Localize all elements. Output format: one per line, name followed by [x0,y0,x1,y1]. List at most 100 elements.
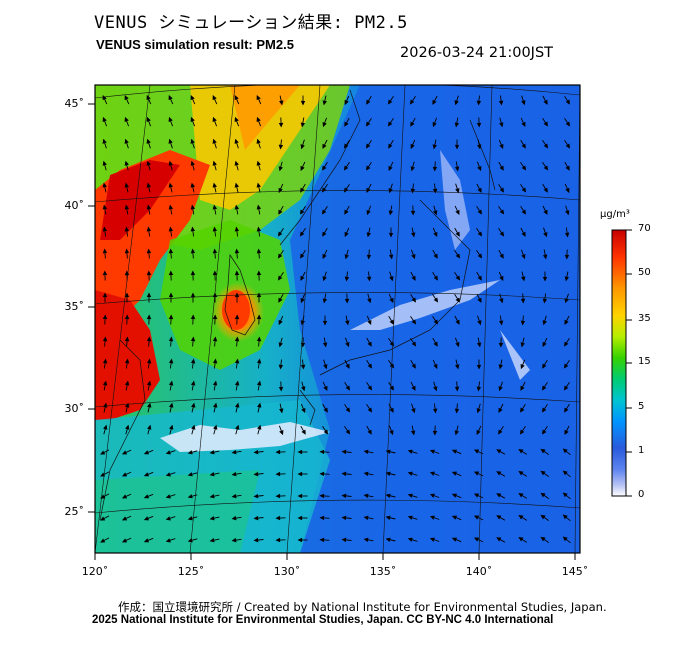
wind-arrow-head [496,493,502,498]
wind-arrow-head [121,494,128,499]
wind-arrow-head [168,336,174,342]
wind-arrow-head [451,471,457,476]
wind-arrow-head [190,380,196,386]
wind-arrow-head [190,204,196,210]
wind-arrow-head [389,297,394,304]
wind-arrow-head [476,342,482,348]
wind-arrow-head [146,292,152,298]
wind-arrow-head [146,402,152,408]
wind-arrow-head [278,297,283,303]
wind-arrow-head [209,516,215,521]
wind-arrow-head [146,358,152,364]
wind-arrow-head [212,160,217,166]
wind-arrow-head [407,537,413,542]
wind-arrow-head [143,494,149,499]
wind-arrow-head [102,358,108,364]
wind-arrow-head [410,166,415,172]
wind-arrow-head [341,471,347,477]
wind-arrow-head [300,144,305,150]
colorbar-tick-50: 50 [638,267,651,278]
wind-arrow-head [454,100,459,106]
wind-arrow-head [367,320,372,326]
wind-arrow-head [146,160,151,166]
wind-arrow-head [100,494,106,499]
wind-arrow-head [168,248,174,254]
wind-arrow-head [429,449,435,454]
wind-arrow-head [562,470,568,476]
wind-arrow-head [212,138,217,144]
wind-arrow-head [498,320,504,326]
wind-arrow-head [124,94,129,101]
wind-arrow-head [256,402,262,408]
wind-arrow-head [477,320,482,326]
wind-arrow-head [297,515,303,521]
wind-arrow-head [146,182,152,188]
wind-arrow-head [477,166,482,172]
wind-arrow-head [323,385,328,392]
wind-arrow-head [411,408,416,414]
wind-arrow-head [191,424,196,430]
wind-arrow-head [100,516,106,521]
wind-arrow-head [411,385,416,391]
wind-arrow-head [496,449,502,454]
wind-arrow-head [256,336,262,342]
wind-arrow-head [562,536,568,542]
wind-arrow-head [212,402,218,408]
wind-arrow-head [212,270,218,276]
wind-arrow-head [410,430,416,436]
wind-arrow-head [279,430,284,436]
wind-arrow-head [518,515,524,520]
wind-arrow-head [103,424,108,430]
wind-arrow-head [190,160,195,166]
copyright-line: 2025 National Institute for Environmenta… [92,614,554,626]
wind-arrow-head [564,254,570,260]
wind-arrow-head [301,429,306,435]
wind-arrow-head [520,364,525,370]
wind-arrow-head [256,204,262,210]
lat-label-35: 35˚ [64,300,85,313]
wind-arrow-head [165,538,171,543]
wind-arrow-head [256,160,261,166]
wind-arrow-head [498,100,504,106]
wind-arrow-head [190,94,195,101]
wind-arrow-head [518,493,524,498]
wind-arrow-head [323,407,328,413]
wind-arrow-head [275,471,281,477]
wind-arrow-head [344,231,349,238]
wind-arrow-head [146,380,152,386]
wind-arrow-head [366,276,372,282]
wind-arrow-head [521,254,526,260]
wind-arrow-head [102,248,108,254]
wind-arrow-head [121,472,128,477]
wind-arrow-head [518,471,524,476]
wind-arrow-head [543,232,548,238]
wind-arrow-head [520,276,526,282]
wind-arrow-head [300,122,306,128]
wind-arrow-head [499,231,505,237]
wind-arrow-head [253,449,259,455]
wind-arrow-head [499,298,504,304]
wind-arrow-head [477,187,482,193]
wind-arrow-head [411,232,416,238]
wind-arrow-head [433,275,438,281]
wind-arrow-head [476,408,481,414]
wind-arrow-head [455,275,461,281]
wind-arrow-head [322,100,328,106]
wind-arrow-head [190,402,196,408]
wind-arrow-head [165,450,171,455]
wind-arrow-head [190,336,196,342]
wind-arrow-head [455,319,460,325]
wind-arrow-head [344,298,350,304]
wind-arrow-head [541,407,547,413]
wind-vectors [100,94,571,544]
lat-label-25: 25˚ [64,505,85,518]
wind-arrow-head [521,209,526,215]
wind-arrow-head [102,182,108,188]
colorbar-tick-0: 0 [638,489,645,500]
wind-arrow-head [124,226,130,232]
colorbar-unit: μg/m³ [600,209,630,220]
wind-arrow-head [300,165,305,172]
wind-arrow-head [473,515,480,520]
wind-arrow-head [345,407,351,413]
wind-arrow-head [542,320,547,326]
